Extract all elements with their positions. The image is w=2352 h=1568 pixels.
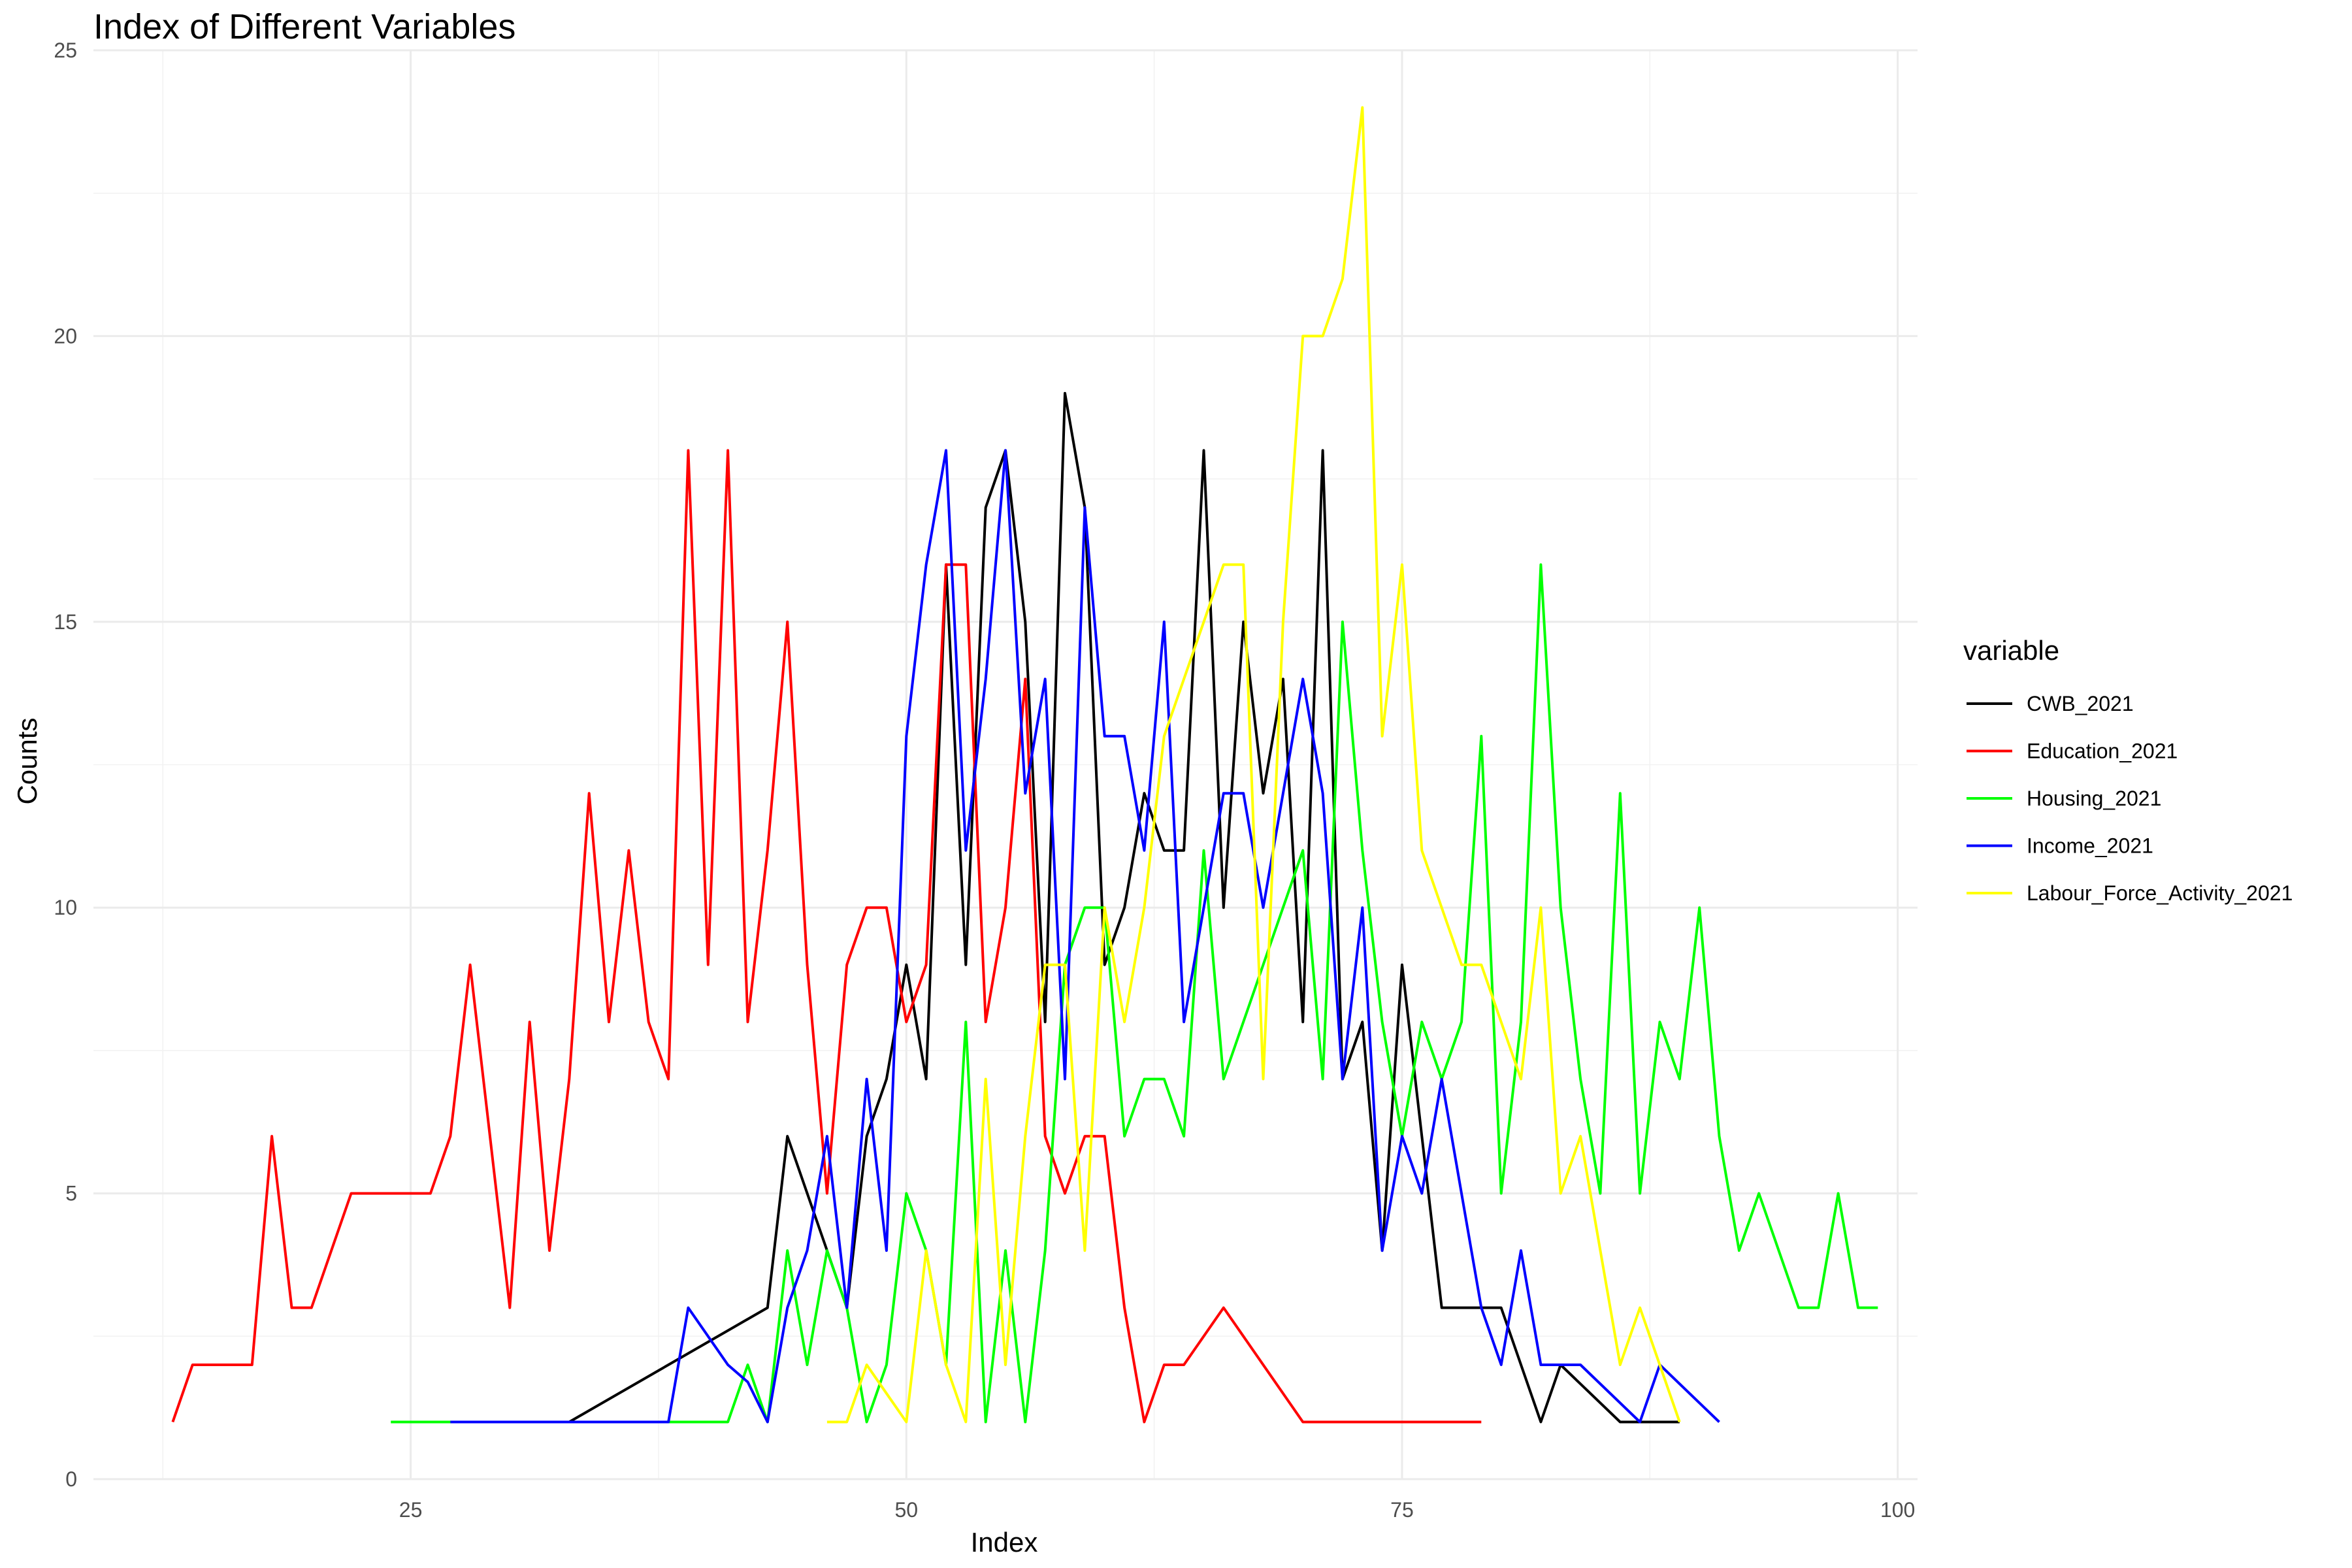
legend-title: variable (1963, 635, 2059, 666)
series-line-education-2021 (171, 449, 1482, 1424)
series-line-labour-force-activity-2021 (826, 106, 1681, 1424)
x-tick-label: 100 (1880, 1498, 1915, 1522)
y-tick-label: 5 (65, 1182, 77, 1205)
series-lines (171, 106, 1878, 1424)
y-axis-title: Counts (12, 717, 42, 804)
legend-label: Education_2021 (2027, 740, 2178, 763)
legend-item: Education_2021 (1967, 740, 2178, 763)
y-tick-label: 0 (65, 1467, 77, 1491)
tick-labels: 25 50 75 100 0 5 10 15 20 25 (54, 39, 1915, 1522)
legend-item: CWB_2021 (1967, 692, 2134, 715)
legend-label: Income_2021 (2027, 834, 2153, 858)
y-tick-label: 15 (54, 610, 77, 634)
x-tick-label: 75 (1390, 1498, 1414, 1522)
y-tick-label: 10 (54, 896, 77, 919)
x-tick-label: 25 (399, 1498, 423, 1522)
gridlines (93, 49, 1918, 1480)
series-line-cwb-2021 (568, 391, 1680, 1424)
legend-item: Labour_Force_Activity_2021 (1967, 881, 2293, 905)
legend-label: Labour_Force_Activity_2021 (2027, 881, 2293, 905)
chart-title: Index of Different Variables (93, 7, 515, 46)
y-tick-label: 25 (54, 39, 77, 62)
legend-label: CWB_2021 (2027, 692, 2134, 715)
x-tick-label: 50 (894, 1498, 918, 1522)
series-line-income-2021 (450, 449, 1720, 1424)
legend: variable CWB_2021 Education_2021 Housing_2… (1963, 635, 2293, 905)
legend-item: Housing_2021 (1967, 787, 2161, 810)
series-line-housing-2021 (391, 563, 1878, 1424)
x-axis-title: Index (971, 1527, 1038, 1558)
legend-items: CWB_2021 Education_2021 Housing_2021 Income… (1967, 692, 2293, 905)
legend-label: Housing_2021 (2027, 787, 2161, 810)
y-tick-label: 20 (54, 324, 77, 348)
legend-item: Income_2021 (1967, 834, 2153, 858)
